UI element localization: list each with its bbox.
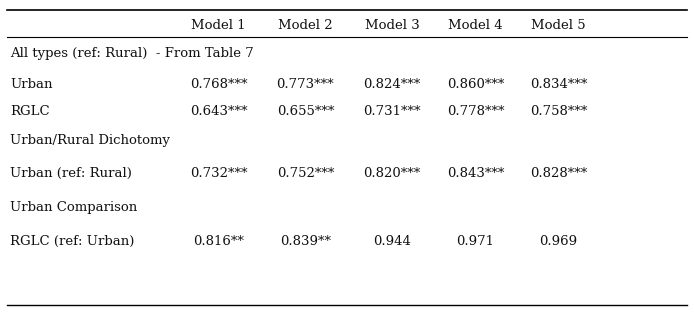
Text: 0.834***: 0.834*** — [530, 78, 587, 91]
Text: Urban (ref: Rural): Urban (ref: Rural) — [10, 167, 133, 180]
Text: RGLC (ref: Urban): RGLC (ref: Urban) — [10, 235, 135, 248]
Text: 0.752***: 0.752*** — [277, 167, 334, 180]
Text: 0.969: 0.969 — [540, 235, 577, 248]
Text: Urban Comparison: Urban Comparison — [10, 201, 137, 214]
Text: 0.758***: 0.758*** — [530, 105, 587, 118]
Text: 0.643***: 0.643*** — [190, 105, 247, 118]
Text: 0.816**: 0.816** — [193, 235, 244, 248]
Text: 0.860***: 0.860*** — [447, 78, 504, 91]
Text: 0.971: 0.971 — [457, 235, 494, 248]
Text: 0.732***: 0.732*** — [190, 167, 247, 180]
Text: All types (ref: Rural)  - From Table 7: All types (ref: Rural) - From Table 7 — [10, 47, 254, 60]
Text: 0.820***: 0.820*** — [364, 167, 421, 180]
Text: 0.768***: 0.768*** — [190, 78, 247, 91]
Text: RGLC: RGLC — [10, 105, 50, 118]
Text: Model 3: Model 3 — [365, 19, 419, 32]
Text: Urban/Rural Dichotomy: Urban/Rural Dichotomy — [10, 134, 171, 147]
Text: Model 2: Model 2 — [278, 19, 332, 32]
Text: 0.773***: 0.773*** — [276, 78, 335, 91]
Text: 0.944: 0.944 — [373, 235, 411, 248]
Text: Model 1: Model 1 — [192, 19, 246, 32]
Text: 0.828***: 0.828*** — [530, 167, 587, 180]
Text: Urban: Urban — [10, 78, 53, 91]
Text: 0.839**: 0.839** — [280, 235, 331, 248]
Text: 0.778***: 0.778*** — [447, 105, 504, 118]
Text: 0.843***: 0.843*** — [447, 167, 504, 180]
Text: Model 5: Model 5 — [532, 19, 586, 32]
Text: 0.824***: 0.824*** — [364, 78, 421, 91]
Text: 0.731***: 0.731*** — [364, 105, 421, 118]
Text: 0.655***: 0.655*** — [277, 105, 334, 118]
Text: Model 4: Model 4 — [448, 19, 502, 32]
